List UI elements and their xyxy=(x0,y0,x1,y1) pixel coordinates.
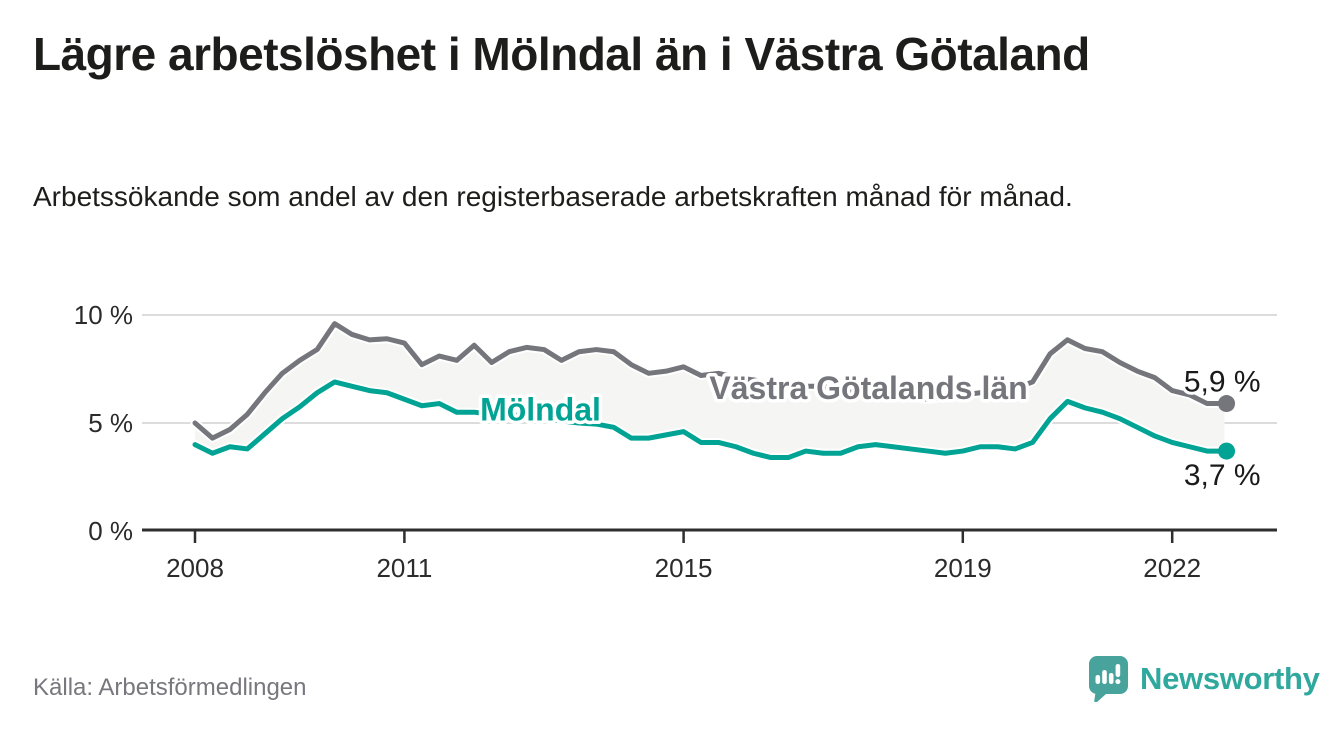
source-note: Källa: Arbetsförmedlingen xyxy=(33,674,307,701)
fill-between-area xyxy=(195,323,1225,458)
x-axis-tick-label: 2015 xyxy=(655,553,713,583)
brand-name: Newsworthy xyxy=(1140,661,1320,696)
newsworthy-logo-icon xyxy=(1089,656,1128,702)
series-line-molndal xyxy=(192,379,1228,461)
series-end-dot xyxy=(1218,442,1236,460)
series-end-dot xyxy=(1218,395,1236,413)
series-label-vastra-gotaland: Västra Götalands län xyxy=(709,370,1027,406)
series-label-molndal: Mölndal xyxy=(480,392,601,428)
y-axis-tick-label: 5 % xyxy=(88,408,133,438)
y-axis-tick-label: 0 % xyxy=(88,516,133,546)
series-end-value-label: 3,7 % xyxy=(1184,459,1261,492)
page-title: Lägre arbetslöshet i Mölndal än i Västra… xyxy=(33,28,1090,80)
y-axis-tick-label: 10 % xyxy=(74,300,133,330)
series-line-vastra-gotaland xyxy=(192,321,1228,441)
series-end-value-label: 5,9 % xyxy=(1184,366,1261,399)
x-axis-tick-label: 2019 xyxy=(934,553,992,583)
page-subtitle: Arbetssökande som andel av den registerb… xyxy=(33,181,1073,212)
x-axis-tick-label: 2011 xyxy=(376,553,432,583)
brand-logo: Newsworthy xyxy=(1088,656,1320,702)
x-axis-tick-label: 2008 xyxy=(166,553,224,583)
x-axis-tick-label: 2022 xyxy=(1143,553,1201,583)
